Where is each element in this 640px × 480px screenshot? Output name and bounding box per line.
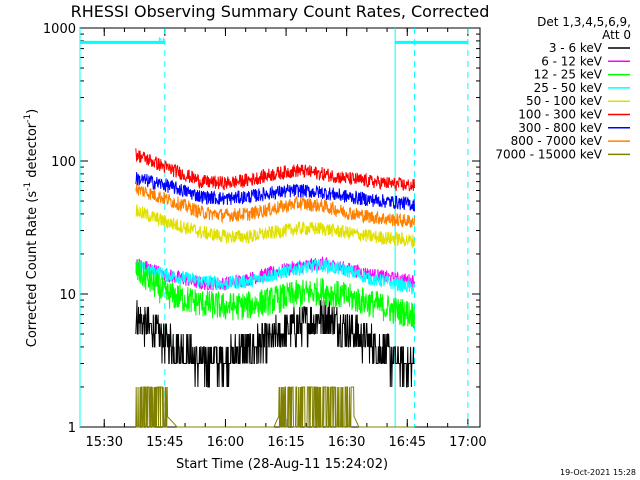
plot-border	[79, 27, 481, 428]
y-tick-label: 1	[68, 421, 76, 436]
y-label-sup1: -1	[23, 182, 33, 191]
x-tick-labels: 15:30 15:45 16:00 16:15 16:30 16:45 17:00	[86, 435, 487, 450]
legend-header-2: Att 0	[602, 28, 631, 42]
series-layer	[135, 148, 415, 428]
x-axis-label: Start Time (28-Aug-11 15:24:02)	[176, 457, 388, 472]
series-line	[135, 258, 415, 295]
flag-label: N	[158, 37, 165, 47]
y-tick-label: 10	[59, 288, 76, 303]
y-label-sup2: -1	[23, 114, 33, 123]
legend-label: 800 - 7000 keV	[511, 134, 603, 148]
legend-label: 7000 - 15000 keV	[495, 147, 602, 161]
y-tick-label: 100	[51, 155, 76, 170]
x-tick-label: 17:00	[449, 435, 486, 450]
legend-label: 3 - 6 keV	[549, 41, 603, 55]
timestamp: 19-Oct-2021 15:28	[560, 468, 636, 477]
x-tick-label: 15:30	[86, 435, 123, 450]
y-tick-labels: 1 10 100 1000	[43, 22, 76, 436]
legend-label: 25 - 50 keV	[534, 81, 603, 95]
x-tick-label: 16:30	[328, 435, 365, 450]
y-label-part2: detector	[25, 122, 40, 182]
series-line	[135, 259, 415, 329]
legend-label: 100 - 300 keV	[518, 108, 602, 122]
legend-header-1: Det 1,3,4,5,6,9,	[537, 15, 631, 29]
x-tick-label: 15:45	[146, 435, 183, 450]
chart-title: RHESSI Observing Summary Count Rates, Co…	[71, 2, 490, 21]
series-line	[135, 300, 415, 388]
x-tick-label: 16:45	[389, 435, 426, 450]
series-line	[135, 204, 415, 248]
x-tick-label: 16:00	[207, 435, 244, 450]
x-tick-label: 16:15	[267, 435, 304, 450]
y-tick-label: 1000	[43, 22, 76, 37]
flag-overlay	[79, 28, 469, 427]
y-label-part3: )	[25, 109, 40, 114]
legend-label: 50 - 100 keV	[526, 94, 603, 108]
legend-label: 6 - 12 keV	[541, 54, 603, 68]
y-axis-label: Corrected Count Rate (s-1 detector-1)	[23, 109, 40, 347]
series-line	[135, 172, 415, 212]
series-line	[135, 386, 415, 428]
series-line	[135, 183, 415, 228]
series-line	[135, 148, 415, 192]
plot-frame	[79, 27, 481, 428]
legend-label: 300 - 800 keV	[518, 121, 602, 135]
y-label-part1: Corrected Count Rate (s	[25, 191, 40, 348]
legend-label: 12 - 25 keV	[534, 68, 603, 82]
